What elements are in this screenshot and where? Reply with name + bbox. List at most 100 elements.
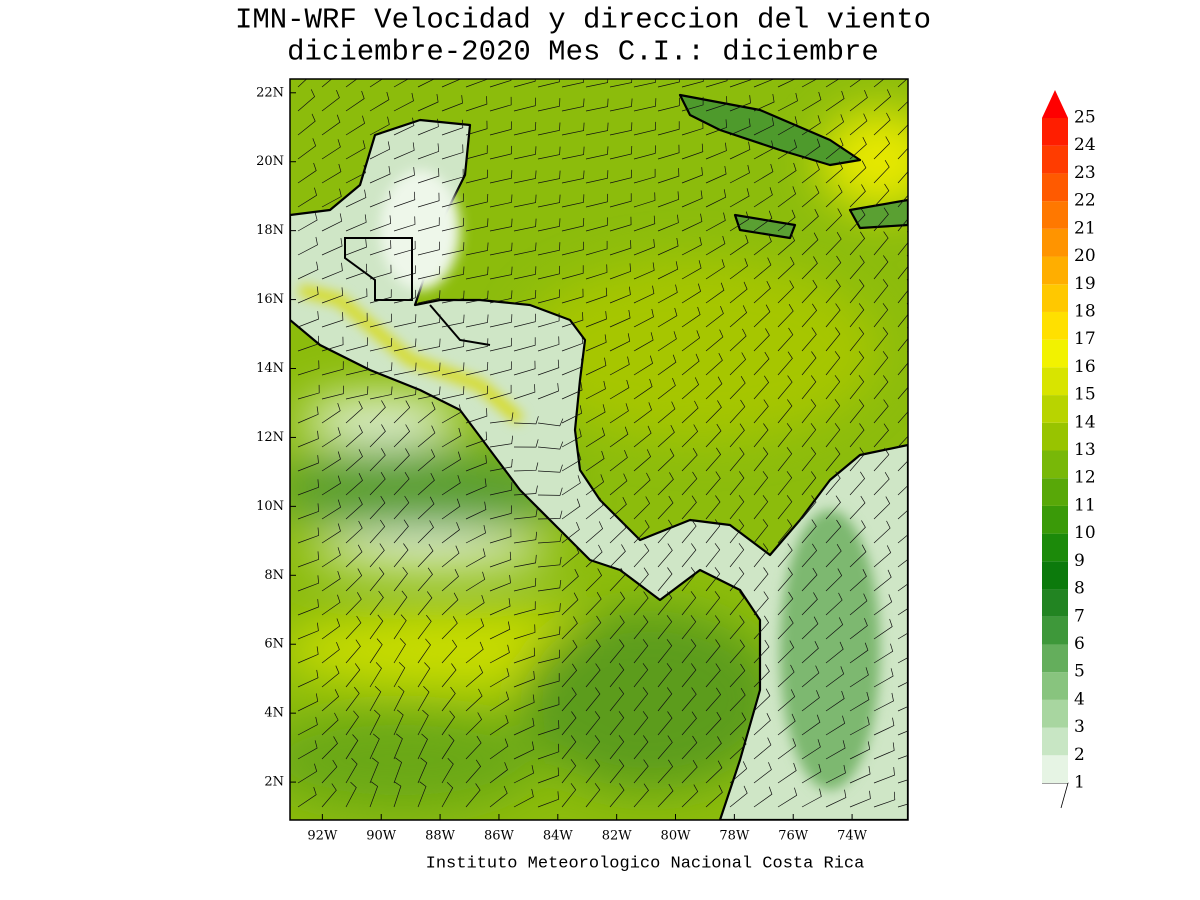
wind-barb — [801, 567, 818, 592]
wind-barb — [417, 362, 441, 376]
wind-barb — [513, 601, 536, 616]
colorbar-label: 7 — [1074, 606, 1085, 626]
x-tick-label: 84W — [543, 829, 574, 844]
wind-barb — [537, 696, 560, 712]
wind-barb — [393, 79, 409, 88]
title-line: IMN-WRF Velocidad y direccion del viento — [235, 4, 931, 37]
y-tick-label: 10N — [256, 499, 284, 514]
wind-barb — [801, 303, 818, 328]
wind-barb — [897, 435, 908, 448]
wind-barb — [777, 423, 793, 448]
wind-barb — [585, 311, 607, 328]
wind-barb — [657, 687, 673, 712]
wind-barb — [345, 312, 368, 328]
wind-barb — [657, 591, 673, 616]
wind-barb — [465, 431, 488, 448]
wind-barb — [489, 170, 513, 184]
wind-barb — [729, 591, 745, 616]
wind-barb — [753, 543, 769, 568]
y-tick-label: 4N — [264, 706, 284, 721]
wind-barb — [585, 711, 601, 736]
wind-barb — [537, 242, 561, 256]
wind-barb — [297, 716, 318, 736]
wind-barb — [489, 668, 510, 688]
wind-barb — [537, 603, 561, 616]
wind-barb — [681, 190, 703, 208]
map-frame — [289, 78, 909, 821]
wind-barb — [777, 689, 796, 712]
wind-barb — [657, 144, 680, 160]
x-tick-label: 78W — [719, 829, 750, 844]
wind-barb — [657, 121, 680, 136]
wind-barb — [825, 495, 841, 520]
wind-barb — [753, 351, 770, 376]
wind-barb — [345, 337, 368, 352]
wind-barb — [825, 519, 842, 544]
y-tick-label: 12N — [256, 430, 284, 445]
wind-barb — [897, 79, 908, 88]
wind-barb — [897, 754, 908, 760]
wind-barb — [297, 599, 319, 616]
wind-barb — [657, 261, 679, 280]
wind-barb — [657, 783, 674, 808]
wind-barb — [681, 79, 704, 88]
wind-barb — [465, 408, 488, 424]
wind-barb — [849, 520, 866, 544]
wind-barb — [369, 519, 386, 544]
wind-barb — [537, 265, 561, 280]
wind-barb — [777, 375, 793, 400]
y-tick-label: 8N — [264, 568, 284, 583]
wind-barb — [729, 141, 751, 160]
wind-barb — [609, 403, 629, 424]
wind-barb — [681, 120, 704, 136]
wind-barb — [417, 386, 441, 400]
wind-barb — [633, 98, 657, 112]
wind-barb — [825, 79, 840, 88]
wind-barb — [873, 692, 894, 712]
wind-barb — [681, 424, 699, 448]
wind-barb — [825, 114, 845, 136]
wind-barb — [753, 447, 769, 472]
wind-barb — [849, 303, 865, 328]
wind-barb — [873, 594, 893, 616]
wind-barb — [441, 663, 457, 688]
wind-barb — [849, 160, 867, 184]
wind-barb — [489, 121, 512, 136]
wind-barb — [369, 709, 381, 736]
wind-barb — [465, 96, 488, 112]
wind-barb — [561, 358, 583, 376]
wind-barb — [369, 215, 392, 232]
colorbar-label: 15 — [1074, 385, 1096, 405]
wind-barb — [897, 657, 908, 664]
wind-barb — [297, 455, 319, 472]
wind-barb — [705, 423, 722, 448]
wind-barb — [609, 333, 631, 352]
wind-barb — [489, 266, 513, 280]
wind-barb — [369, 543, 385, 568]
wind-barb — [657, 639, 673, 664]
wind-barb — [849, 766, 871, 784]
wind-barb — [441, 569, 459, 592]
wind-barb — [417, 217, 440, 232]
wind-barb — [873, 351, 889, 376]
wind-barb — [825, 764, 846, 784]
wind-barb — [393, 386, 417, 400]
colorbar-label: 22 — [1074, 191, 1096, 211]
wind-barb — [417, 314, 441, 328]
wind-barb — [321, 89, 340, 112]
wind-barb — [873, 136, 891, 160]
wind-barb — [513, 788, 534, 808]
wind-barb — [321, 759, 338, 784]
wind-barb — [681, 283, 702, 304]
wind-barb — [489, 337, 513, 352]
wind-barb — [633, 663, 649, 688]
wind-barb — [585, 217, 608, 232]
wind-barb — [609, 759, 625, 784]
wind-barb — [801, 208, 819, 232]
wind-barb — [561, 451, 582, 472]
wind-barb — [657, 214, 679, 232]
wind-barb — [729, 211, 750, 232]
colorbar-label: 21 — [1074, 218, 1096, 238]
wind-barb — [657, 284, 678, 304]
